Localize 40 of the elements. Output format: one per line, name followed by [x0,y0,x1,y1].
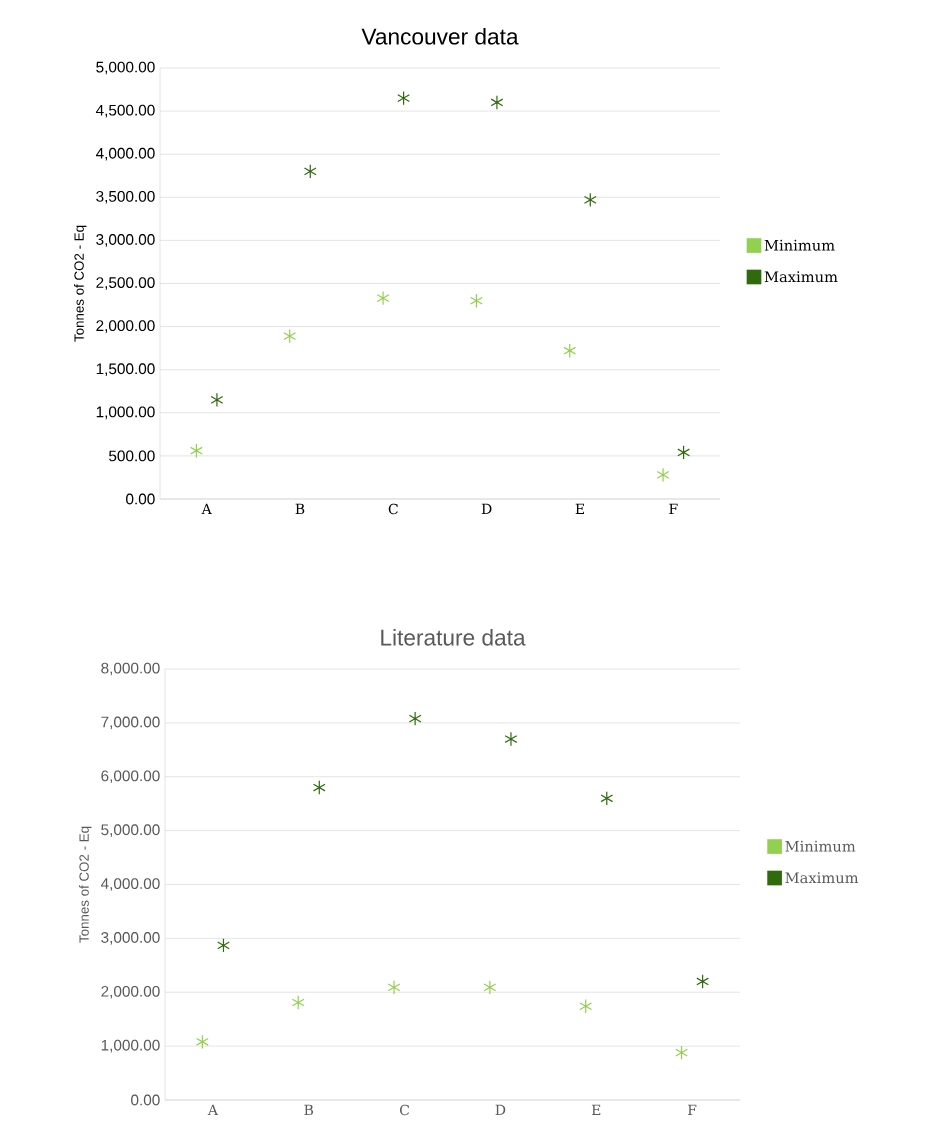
x-tick-label: F [688,1104,697,1115]
y-tick-label: 8,000.00 [101,662,160,676]
x-tick-label: D [495,1104,506,1115]
y-tick-label: 4,000.00 [95,147,155,161]
x-tick-label: C [400,1104,410,1116]
y-tick-label: 6,000.00 [101,770,160,784]
x-tick-label: E [591,1104,601,1115]
y-axis-title: Tonnes of CO2 - Eq [74,225,87,342]
x-tick-label: A [201,503,212,514]
y-tick-label: 5,000.00 [101,824,160,837]
y-tick-label: 3,000.00 [96,234,155,247]
x-tick-label: B [304,1104,314,1115]
legend-label: Maximum [764,271,838,283]
y-tick-label: 7,000.00 [101,716,160,730]
y-tick-label: 3,000.00 [101,932,160,945]
y-tick-label: 1,500.00 [96,363,155,377]
y-tick-label: 0.00 [131,1094,160,1106]
y-tick-label: 4,500.00 [95,104,155,118]
x-tick-label: A [207,1104,219,1115]
y-tick-label: 500.00 [109,450,155,462]
y-tick-label: 0.00 [126,493,155,505]
y-tick-label: 1,000.00 [96,406,155,420]
legend-label: Minimum [785,840,856,852]
x-tick-label: E [575,503,584,514]
chart-title: Vancouver data [361,27,519,45]
x-tick-label: F [669,503,678,514]
x-tick-label: B [295,503,305,514]
y-tick-label: 5,000.00 [96,61,155,75]
y-axis-title: Tonnes of CO2 - Eq [79,826,92,943]
chart-title: Literature data [381,628,526,646]
legend-label: Maximum [785,872,859,884]
y-tick-label: 3,500.00 [96,190,155,204]
y-tick-label: 2,500.00 [96,277,155,290]
y-tick-label: 2,000.00 [101,985,160,999]
y-tick-label: 2,000.00 [96,320,155,333]
x-tick-label: C [388,503,398,515]
y-tick-label: 4,000.00 [100,878,160,891]
x-tick-label: D [481,503,492,514]
legend-label: Minimum [764,239,835,251]
y-tick-label: 1,000.00 [101,1039,160,1053]
